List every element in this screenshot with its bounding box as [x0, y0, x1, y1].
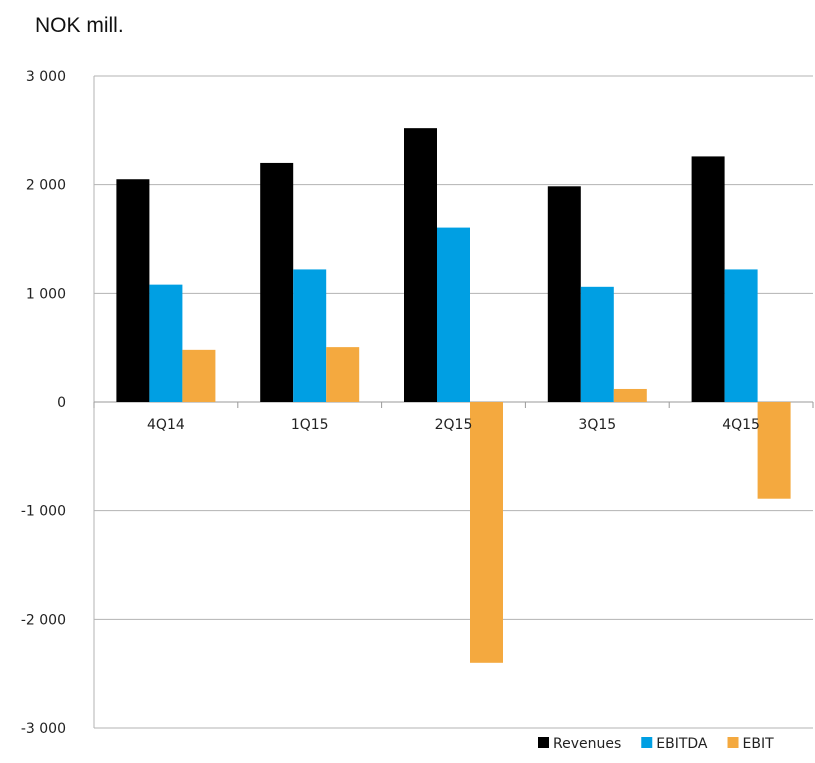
x-tick-label: 1Q15: [291, 417, 329, 433]
bar-revenues-4q14: [116, 179, 150, 402]
y-tick-label: 0: [57, 395, 66, 411]
bar-ebit-4q14: [182, 349, 216, 402]
legend-label-ebitda: EBITDA: [656, 736, 708, 752]
bar-ebitda-1q15: [293, 269, 327, 402]
bar-revenues-3q15: [547, 186, 581, 402]
x-tick-label: 4Q14: [147, 417, 185, 433]
legend-label-ebit: EBIT: [743, 736, 775, 752]
y-tick-label: -1 000: [21, 504, 66, 520]
x-tick-label: 3Q15: [578, 417, 616, 433]
bar-ebit-1q15: [326, 347, 360, 402]
x-tick-label: 2Q15: [435, 417, 473, 433]
bar-ebit-4q15: [757, 402, 791, 499]
y-tick-label: 3 000: [26, 69, 66, 85]
bar-revenues-4q15: [691, 156, 725, 402]
y-tick-label: 1 000: [26, 286, 66, 302]
legend-swatch-ebitda: [641, 737, 653, 748]
bar-ebit-2q15: [470, 402, 503, 663]
bar-ebitda-2q15: [437, 227, 470, 402]
x-tick-label: 4Q15: [722, 417, 760, 433]
legend-swatch-ebit: [727, 737, 739, 748]
bar-revenues-2q15: [404, 128, 437, 402]
bar-ebitda-4q14: [149, 284, 183, 402]
y-tick-label: 2 000: [26, 178, 66, 194]
legend-swatch-revenues: [538, 737, 549, 748]
chart-title: NOK mill.: [35, 14, 124, 37]
bar-ebit-3q15: [613, 388, 647, 402]
bar-revenues-1q15: [260, 162, 294, 402]
y-tick-label: -3 000: [21, 721, 66, 737]
bar-ebitda-3q15: [580, 286, 614, 402]
y-tick-label: -2 000: [21, 612, 66, 628]
legend-label-revenues: Revenues: [553, 736, 621, 752]
bar-ebitda-4q15: [724, 269, 758, 402]
